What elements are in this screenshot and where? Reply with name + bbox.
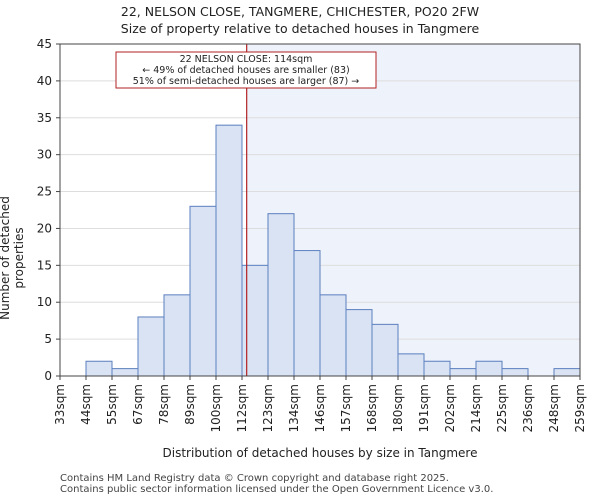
x-tick-label: 146sqm [313,384,327,432]
x-tick-label: 100sqm [209,384,223,432]
x-tick-label: 168sqm [365,384,379,432]
x-tick-label: 191sqm [417,384,431,432]
x-tick-label: 89sqm [183,384,197,425]
y-axis-label: Number of detached properties [0,196,26,320]
bar-55sqm [111,368,139,377]
footer-copyright: Contains HM Land Registry data © Crown c… [60,473,449,484]
y-tick-label: 30 [37,148,52,162]
annotation-line-2: ← 49% of detached houses are smaller (83… [142,65,349,76]
bar-112sqm [241,264,269,377]
x-tick-label: 112sqm [235,384,249,432]
chart-subtitle: Size of property relative to detached ho… [120,21,480,36]
x-tick-label: 248sqm [547,384,561,432]
y-tick-label: 5 [44,332,52,346]
bar-180sqm [397,353,425,377]
x-tick-label: 123sqm [261,384,275,432]
y-tick-label: 20 [37,221,52,235]
bar-225sqm [501,368,529,377]
bar-191sqm [423,360,451,377]
y-tick-label: 10 [37,295,52,309]
x-tick-label: 67sqm [131,384,145,425]
bar-202sqm [449,368,477,377]
chart-title: 22, NELSON CLOSE, TANGMERE, CHICHESTER, … [120,4,480,19]
bar-248sqm [553,368,581,377]
footer-licence: Contains public sector information licen… [60,484,494,495]
x-tick-label: 78sqm [157,384,171,425]
annotation-line-3: 51% of semi-detached houses are larger (… [133,76,360,87]
x-tick-label: 202sqm [443,384,457,432]
x-tick-label: 33sqm [53,384,67,425]
bar-134sqm [293,250,321,377]
y-tick-label: 0 [44,369,52,383]
y-tick-label: 40 [37,74,52,88]
x-tick-label: 134sqm [287,384,301,432]
y-tick-label: 25 [37,185,52,199]
x-tick-label: 180sqm [391,384,405,432]
bar-157sqm [345,309,373,377]
x-tick-label: 44sqm [79,384,93,425]
y-tick-label: 15 [37,258,52,272]
x-tick-label: 225sqm [495,384,509,432]
bar-100sqm [215,124,243,377]
x-tick-label: 259sqm [573,384,587,432]
bar-67sqm [137,316,165,377]
x-axis-label: Distribution of detached houses by size … [162,446,478,460]
x-tick-label: 214sqm [469,384,483,432]
x-tick-label: 157sqm [339,384,353,432]
x-tick-label: 55sqm [105,384,119,425]
x-tick-label: 236sqm [521,384,535,432]
bar-168sqm [371,323,399,377]
bar-123sqm [267,213,295,377]
y-tick-label: 35 [37,111,52,125]
annotation-line-1: 22 NELSON CLOSE: 114sqm [180,54,313,65]
y-tick-label: 45 [37,37,52,51]
bar-89sqm [189,205,217,377]
annotation-box [115,51,377,89]
bar-44sqm [85,360,113,377]
bar-146sqm [319,294,347,377]
bar-214sqm [475,360,503,377]
bar-78sqm [163,294,191,377]
